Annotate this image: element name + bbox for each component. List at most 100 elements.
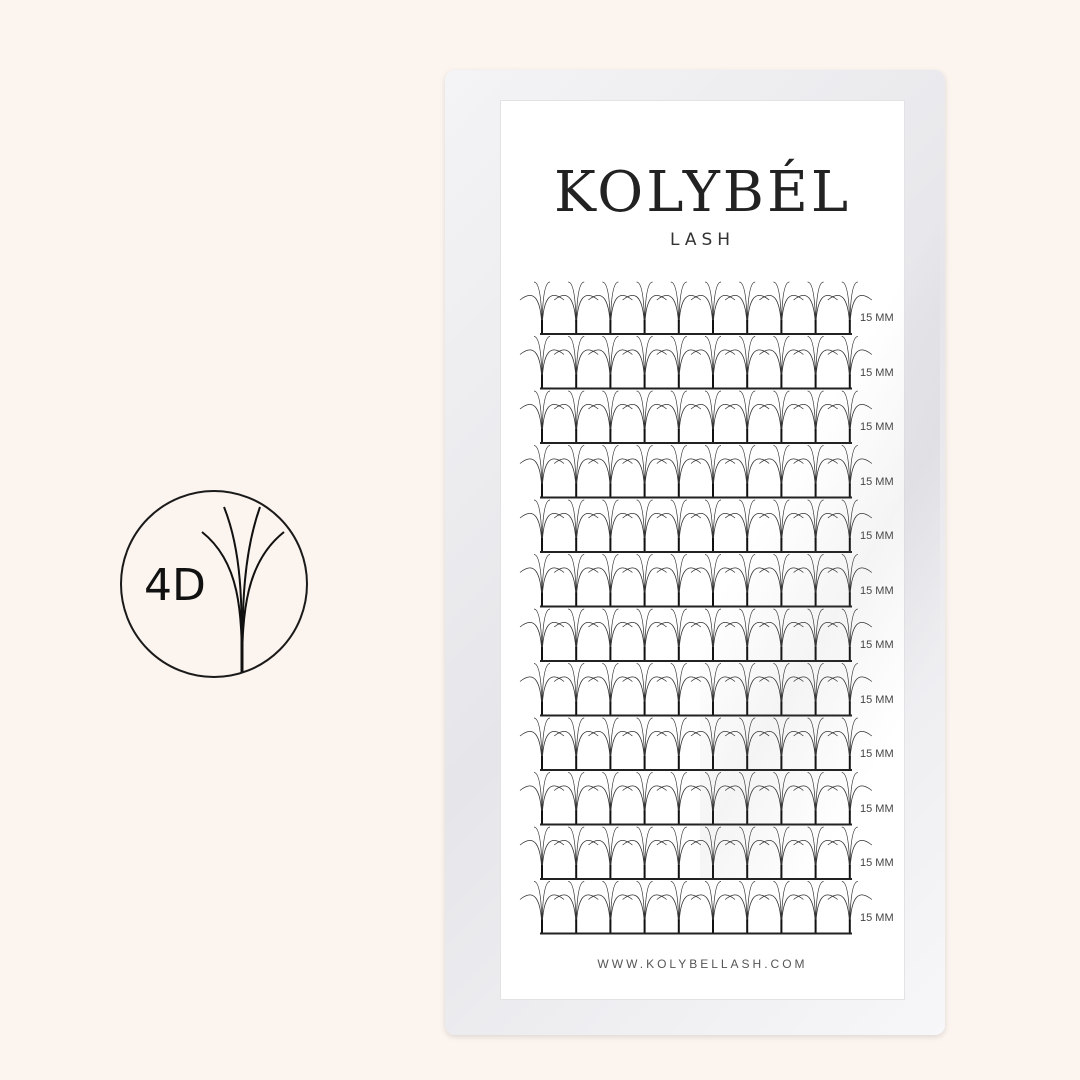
lash-fan bbox=[690, 390, 736, 444]
lash-fan bbox=[759, 445, 804, 498]
lash-fan bbox=[553, 826, 599, 880]
lash-fan bbox=[690, 281, 736, 335]
lash-fan bbox=[519, 608, 565, 662]
lash-fan bbox=[519, 881, 565, 934]
lash-fan bbox=[622, 281, 667, 335]
lash-fan bbox=[656, 772, 702, 825]
lash-fan bbox=[622, 881, 667, 934]
brand-logo: KOLYBÉL bbox=[553, 160, 852, 225]
row-length-label: 15 MM bbox=[860, 911, 894, 924]
lash-fan bbox=[724, 281, 770, 335]
lash-fan bbox=[690, 554, 736, 607]
badge-label: 4D bbox=[144, 560, 206, 611]
lash-fan bbox=[759, 717, 804, 771]
lash-fan bbox=[588, 554, 633, 607]
lash-fan bbox=[519, 826, 565, 880]
row-length-label: 15 MM bbox=[860, 584, 894, 597]
lash-fan bbox=[553, 499, 599, 553]
lash-fan bbox=[553, 554, 599, 607]
lash-fan bbox=[724, 499, 770, 553]
row-length-label: 15 MM bbox=[860, 475, 894, 488]
lash-fan bbox=[724, 826, 770, 880]
lash-fan bbox=[622, 772, 667, 825]
lash-fan bbox=[690, 772, 736, 825]
lash-fan bbox=[553, 281, 599, 335]
lash-fan bbox=[793, 554, 838, 607]
lash-fan bbox=[827, 826, 873, 880]
lash-fan bbox=[656, 826, 702, 880]
lash-fan bbox=[622, 826, 667, 880]
lash-fan bbox=[622, 445, 667, 498]
brand-subtitle: LASH bbox=[669, 230, 736, 250]
lash-fan bbox=[656, 445, 702, 498]
lash-fan bbox=[656, 499, 702, 553]
lash-fan bbox=[724, 390, 770, 444]
lash-fan bbox=[759, 390, 804, 444]
row-length-label: 15 MM bbox=[860, 312, 894, 324]
lash-row bbox=[519, 390, 873, 444]
lash-fan bbox=[588, 772, 633, 825]
lash-fan bbox=[759, 608, 804, 662]
lash-fan bbox=[553, 663, 599, 716]
row-length-label: 15 MM bbox=[860, 530, 894, 542]
lash-fan bbox=[656, 608, 702, 662]
lash-fan bbox=[827, 336, 873, 389]
lash-fan-icon bbox=[201, 506, 285, 672]
lash-fan bbox=[588, 445, 633, 498]
lash-fan bbox=[724, 554, 770, 607]
lash-fan bbox=[519, 445, 565, 498]
lash-fan bbox=[656, 281, 702, 335]
row-length-label: 15 MM bbox=[860, 748, 894, 760]
4d-badge: 4D bbox=[120, 490, 308, 678]
lash-row bbox=[519, 499, 873, 553]
lash-fan bbox=[588, 336, 633, 389]
lash-strips bbox=[519, 281, 873, 935]
lash-fan bbox=[827, 445, 873, 498]
row-length-label: 15 MM bbox=[860, 693, 894, 706]
lash-fan bbox=[759, 554, 804, 607]
lash-fan bbox=[793, 445, 838, 498]
lash-fan bbox=[724, 663, 770, 716]
lash-fan bbox=[553, 881, 599, 934]
lash-fan bbox=[827, 554, 873, 607]
lash-fan bbox=[622, 663, 667, 716]
lash-row bbox=[519, 826, 873, 880]
lash-fan bbox=[793, 881, 838, 934]
lash-fan bbox=[724, 336, 770, 389]
lash-fan bbox=[690, 881, 736, 934]
lash-fan bbox=[553, 608, 599, 662]
lash-fan bbox=[759, 881, 804, 934]
lash-fan bbox=[656, 554, 702, 607]
lash-fan bbox=[588, 663, 633, 716]
lash-fan bbox=[656, 717, 702, 771]
lash-fan bbox=[519, 336, 565, 389]
lash-row bbox=[519, 663, 873, 717]
lash-fan bbox=[690, 499, 736, 553]
row-length-label: 15 MM bbox=[860, 857, 894, 869]
lash-fan bbox=[656, 390, 702, 444]
lash-fan bbox=[724, 445, 770, 498]
lash-fan bbox=[553, 336, 599, 389]
lash-fan bbox=[690, 608, 736, 662]
lash-fan bbox=[519, 717, 565, 771]
lash-fan bbox=[588, 717, 633, 771]
lash-fan bbox=[588, 826, 633, 880]
lash-fan bbox=[724, 881, 770, 934]
lash-fan bbox=[519, 663, 565, 716]
lash-row bbox=[519, 717, 873, 771]
lash-row bbox=[519, 445, 873, 499]
lash-fan bbox=[759, 663, 804, 716]
lash-fan bbox=[519, 281, 565, 335]
lash-fan bbox=[793, 663, 838, 716]
lash-fan bbox=[759, 772, 804, 825]
website-text: WWW.KOLYBELLASH.COM bbox=[597, 957, 808, 971]
lash-row bbox=[519, 554, 873, 608]
lash-fan bbox=[827, 608, 873, 662]
lash-fan bbox=[690, 336, 736, 389]
lash-fan bbox=[622, 717, 667, 771]
lash-card: KOLYBÉL LASH 15 MM 15 MM 15 MM 15 MM 15 MM 15… bbox=[500, 100, 905, 1000]
lash-fan bbox=[588, 608, 633, 662]
lash-fan bbox=[690, 826, 736, 880]
lash-fan bbox=[588, 499, 633, 553]
lash-fan bbox=[759, 336, 804, 389]
